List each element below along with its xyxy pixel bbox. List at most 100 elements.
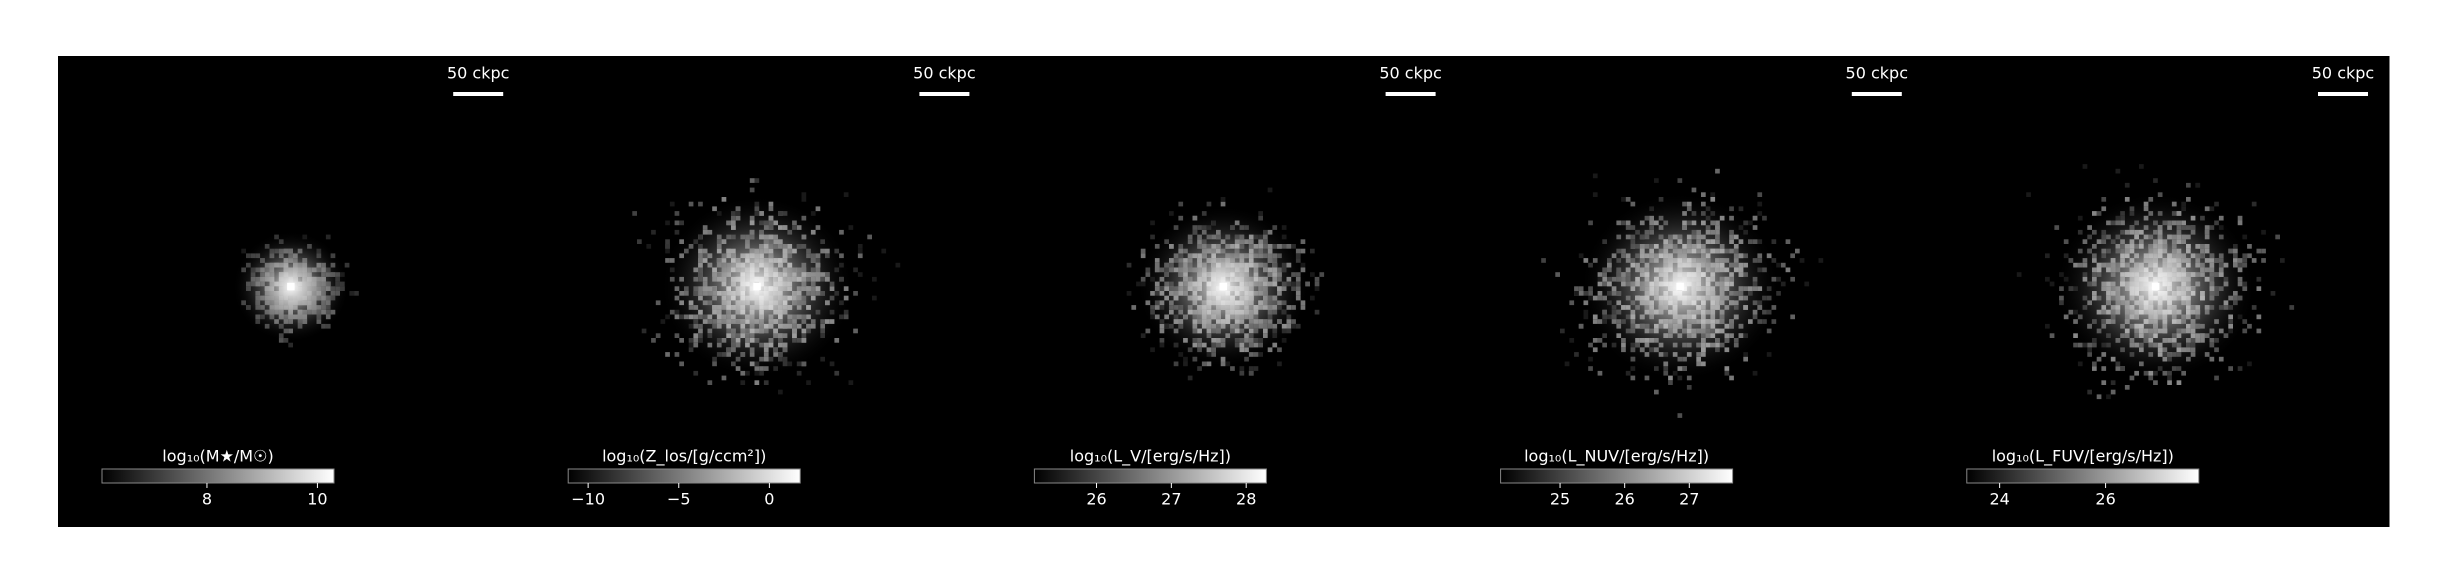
panel: 50 ckpc log₁₀(Z_los/[g/ccm²]) −10 −5 0 — [524, 56, 991, 527]
pixel — [2063, 239, 2069, 244]
pixel — [820, 356, 825, 362]
pixel — [2251, 305, 2257, 310]
scale-bar-label: 50 ckpc — [2312, 64, 2374, 83]
pixel — [1150, 347, 1155, 353]
pixel — [1691, 187, 1697, 193]
core — [287, 282, 295, 291]
pixel — [646, 244, 652, 249]
pixel — [1140, 253, 1146, 259]
colorbar-tick-label: 26 — [2095, 490, 2115, 509]
pixel — [2049, 333, 2055, 338]
pixel — [1145, 328, 1151, 334]
pixel — [1220, 197, 1226, 202]
pixel — [2270, 291, 2276, 296]
pixel — [2124, 385, 2130, 390]
pixel — [1178, 201, 1184, 207]
pixel — [2256, 276, 2262, 282]
colorbar-tick-label: 24 — [1989, 490, 2009, 509]
pixel — [721, 197, 727, 202]
pixel — [2218, 356, 2224, 362]
pixel — [707, 380, 713, 385]
scale-bar — [2318, 92, 2368, 96]
pixel — [2087, 389, 2092, 395]
pixel — [872, 276, 877, 282]
pixel — [1239, 370, 1245, 376]
pixel — [1300, 239, 1306, 244]
scale-bar — [1851, 92, 1902, 96]
pixel — [2096, 394, 2102, 400]
pixel — [1187, 375, 1193, 381]
pixel — [632, 211, 637, 216]
pixel — [843, 192, 849, 197]
pixel — [796, 370, 802, 376]
pixel — [2186, 182, 2191, 188]
pixel — [1239, 366, 1245, 371]
pixel — [2124, 182, 2130, 188]
pixel — [2247, 361, 2252, 367]
pixel — [674, 220, 680, 226]
pixel — [721, 375, 727, 381]
pixel — [1560, 328, 1565, 334]
pixel — [829, 361, 835, 367]
pixel — [857, 248, 863, 254]
pixel — [679, 220, 684, 226]
pixel — [1592, 347, 1598, 353]
pixel — [1541, 258, 1546, 263]
pixel — [1183, 361, 1188, 367]
colorbar-tick-label: 26 — [1614, 490, 1634, 509]
pixel — [801, 192, 807, 197]
pixel — [1668, 380, 1673, 385]
pixel — [2289, 305, 2295, 310]
core — [1219, 282, 1228, 291]
pixel — [660, 319, 666, 324]
pixel — [1248, 370, 1254, 376]
pixel — [2153, 178, 2158, 183]
pixel — [1197, 366, 1202, 371]
colorbar — [101, 468, 335, 484]
pixel — [1574, 286, 1579, 291]
pixel — [1621, 197, 1626, 202]
pixel — [344, 262, 350, 268]
pixel — [1569, 300, 1575, 306]
pixel — [2214, 375, 2219, 381]
pixel — [1555, 272, 1560, 277]
pixel — [1310, 295, 1315, 301]
pixel — [2101, 380, 2107, 385]
pixel — [2092, 366, 2097, 371]
pixel — [665, 244, 670, 249]
pixel — [1300, 248, 1306, 254]
scale-bar-label: 50 ckpc — [1379, 64, 1441, 83]
pixel — [1752, 215, 1758, 221]
pixel — [288, 342, 293, 348]
pixel — [325, 234, 331, 240]
pixel — [2251, 258, 2257, 263]
scale-bar-label: 50 ckpc — [913, 64, 975, 83]
pixel — [834, 370, 840, 376]
colorbar-tick-label: −5 — [667, 490, 691, 509]
colorbar-label: log₁₀(L_FUV/[erg/s/Hz]) — [1992, 447, 2174, 467]
pixel — [2237, 366, 2243, 371]
pixel — [1150, 234, 1155, 240]
pixel — [1277, 361, 1282, 367]
pixel — [1310, 248, 1315, 254]
pixel — [1131, 305, 1137, 310]
pixel — [1574, 352, 1579, 357]
pixel — [1140, 333, 1146, 338]
pixel — [651, 229, 656, 235]
pixel — [1277, 347, 1282, 353]
pixel — [2195, 182, 2201, 188]
colorbar-tick-label: 27 — [1679, 490, 1699, 509]
pixel — [740, 380, 746, 385]
pixel — [1310, 272, 1315, 277]
pixel — [801, 197, 807, 202]
pixel — [655, 333, 661, 338]
image-map — [232, 231, 359, 348]
pixel — [1569, 338, 1575, 343]
pixel — [1757, 211, 1763, 216]
pixel — [749, 187, 755, 193]
pixel — [2247, 323, 2252, 329]
pixel — [2275, 234, 2280, 240]
pixel — [1588, 356, 1593, 362]
pixel — [2101, 197, 2107, 202]
panel: 50 ckpc log₁₀(M★/M☉) 8 10 — [58, 56, 525, 527]
